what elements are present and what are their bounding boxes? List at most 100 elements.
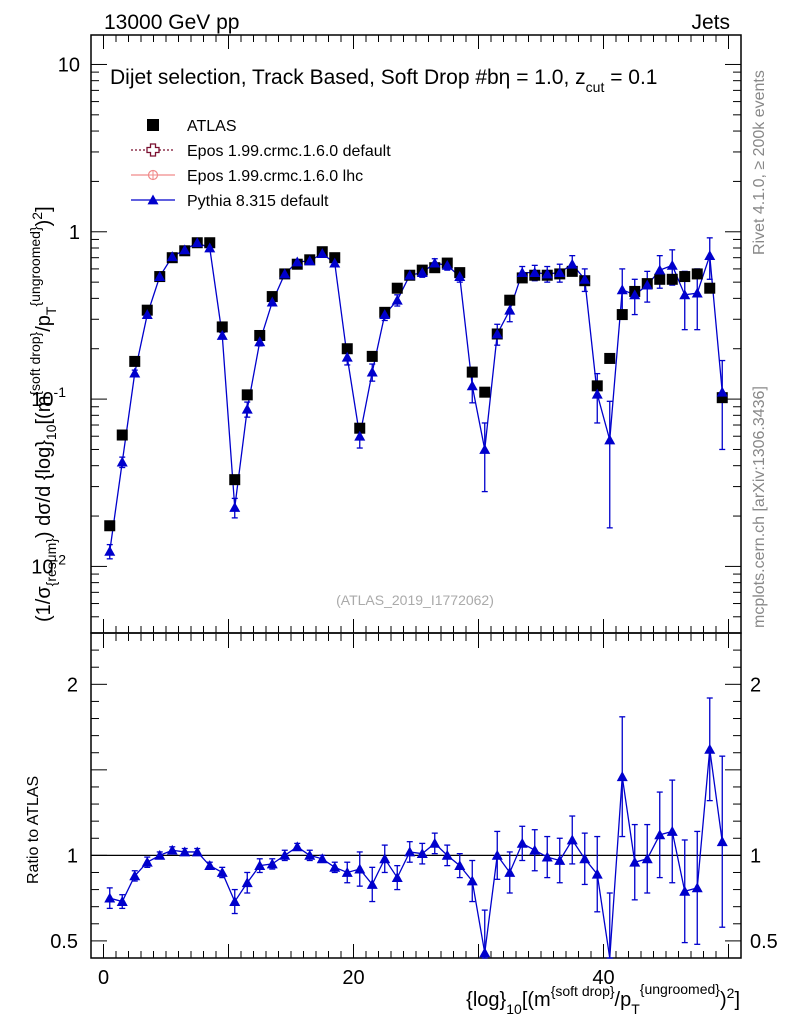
pythia-point: [641, 279, 653, 290]
pythia-point: [229, 501, 241, 512]
legend-marker-pythia: [147, 194, 159, 205]
ratio-point: [166, 844, 178, 855]
ratio-point: [279, 849, 291, 860]
pythia-point: [554, 267, 566, 278]
ratio-point: [191, 846, 203, 857]
pythia-point: [429, 257, 441, 268]
plot-title-tail: = 0.1: [604, 66, 657, 89]
pythia-point: [679, 289, 691, 300]
pythia-point: [454, 271, 466, 281]
atlas-point: [691, 268, 703, 280]
plot-title-sub: cut: [586, 79, 605, 95]
ratio-point: [216, 866, 228, 877]
pythia-point: [704, 250, 716, 261]
ratio-point: [366, 878, 378, 889]
atlas-point: [666, 273, 678, 285]
pythia-point: [116, 456, 128, 467]
ratio-point: [179, 846, 191, 857]
pythia-point: [291, 256, 303, 267]
ratio-point: [104, 892, 116, 903]
ratio-data: [104, 697, 728, 959]
ratio-point: [479, 947, 491, 958]
atlas-point: [341, 343, 353, 355]
ratio-point: [141, 856, 153, 867]
ratio-point: [704, 743, 716, 754]
pythia-point: [466, 380, 478, 391]
pythia-point: [304, 255, 316, 266]
ratio-point: [679, 885, 691, 896]
pythia-point: [516, 267, 528, 278]
pythia-point: [604, 434, 616, 445]
legend: ATLAS Epos 1.99.crmc.1.6.0 default Epos 1.…: [131, 118, 391, 210]
ratio-point: [154, 849, 166, 860]
y-tick-label: 10-1: [31, 384, 66, 411]
atlas-point: [229, 474, 241, 486]
pythia-point: [479, 443, 491, 454]
pythia-point: [354, 430, 366, 441]
pythia-point: [629, 289, 641, 300]
legend-marker-atlas: [147, 119, 159, 131]
pythia-point: [279, 268, 291, 279]
atlas-point: [716, 392, 728, 404]
pythia-point: [129, 367, 141, 378]
ratio-point: [429, 837, 441, 848]
header-energy-label: 13000 GeV pp: [104, 11, 239, 34]
y-tick-label: 10: [58, 54, 80, 76]
ratio-point: [466, 875, 478, 886]
pythia-point: [166, 251, 178, 262]
atlas-point: [654, 273, 666, 285]
ratio-point: [204, 860, 216, 871]
ratio-plot-frame: [90, 632, 742, 959]
ratio-point: [266, 858, 278, 869]
atlas-point: [216, 321, 228, 333]
ratio-point: [716, 836, 728, 847]
pythia-point: [204, 242, 216, 253]
pythia-point: [654, 264, 666, 275]
analysis-watermark: (ATLAS_2019_I1772062): [336, 592, 494, 608]
pythia-point: [141, 309, 153, 319]
pythia-point: [241, 403, 253, 414]
pythia-point: [341, 351, 353, 362]
atlas-point: [604, 352, 616, 364]
ratio-point: [116, 896, 128, 906]
atlas-point: [704, 282, 716, 294]
ratio-point: [304, 849, 316, 860]
ratio-point: [579, 853, 591, 864]
pythia-point: [266, 296, 278, 307]
atlas-point: [241, 389, 253, 401]
ratio-y-tick-label: 2: [67, 674, 78, 696]
ratio-line: [109, 749, 723, 959]
atlas-point: [354, 422, 366, 434]
ratio-point: [404, 846, 416, 857]
legend-label: Epos 1.99.crmc.1.6.0 default: [187, 143, 391, 160]
atlas-point: [591, 380, 603, 392]
ratio-point: [379, 853, 391, 864]
pythia-point: [191, 237, 203, 248]
ratio-point: [129, 870, 141, 881]
pythia-point: [666, 259, 678, 270]
ratio-y-tick-label-right: 1: [750, 845, 761, 867]
atlas-point: [266, 291, 278, 303]
atlas-point: [429, 262, 441, 274]
ratio-point: [441, 849, 453, 860]
pythia-point: [104, 545, 116, 556]
ratio-point: [229, 896, 241, 906]
ratio-point: [454, 860, 466, 871]
ratio-point: [629, 856, 641, 867]
rivet-version-label: Rivet 4.1.0, ≥ 200k events: [751, 70, 768, 255]
ratio-point: [591, 868, 603, 879]
pythia-point: [154, 271, 166, 281]
ratio-point: [654, 829, 666, 840]
atlas-point: [679, 271, 691, 283]
ratio-point: [491, 849, 503, 860]
atlas-point: [366, 350, 378, 362]
ratio-point: [516, 837, 528, 848]
pythia-point: [691, 287, 703, 298]
ratio-point: [416, 848, 428, 859]
ratio-point: [691, 882, 703, 893]
pythia-point: [254, 336, 266, 347]
ratio-point: [666, 825, 678, 836]
pythia-point: [616, 284, 628, 295]
ratio-point: [529, 844, 541, 855]
